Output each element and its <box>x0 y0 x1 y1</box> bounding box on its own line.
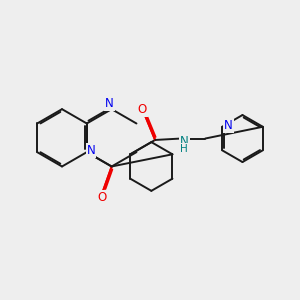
Text: N: N <box>180 136 189 148</box>
Text: H: H <box>180 144 188 154</box>
Text: N: N <box>105 98 114 110</box>
Text: N: N <box>224 119 233 132</box>
Text: O: O <box>97 190 106 204</box>
Text: N: N <box>87 144 95 157</box>
Text: O: O <box>138 103 147 116</box>
